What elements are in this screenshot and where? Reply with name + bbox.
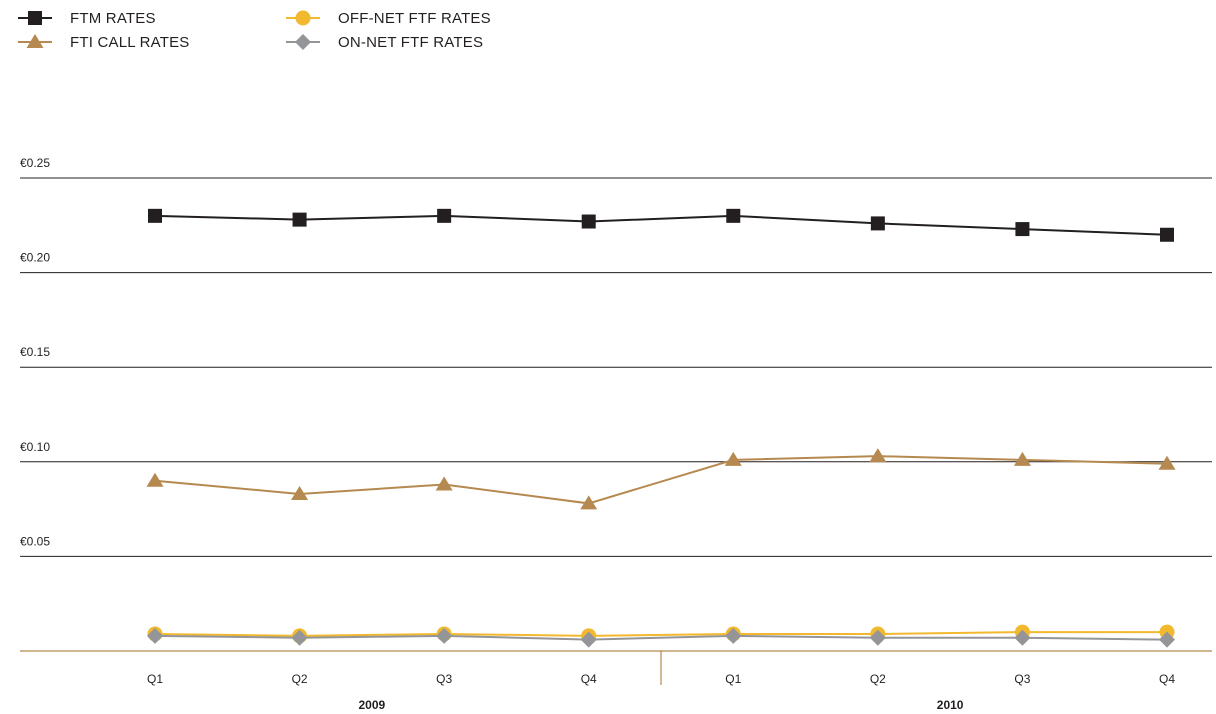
y-tick-label: €0.15 [20, 345, 50, 359]
data-point [581, 214, 596, 229]
legend-marker [295, 10, 311, 26]
x-tick-label: Q4 [581, 672, 597, 686]
legend-label: FTI CALL RATES [70, 34, 190, 51]
data-point [291, 629, 308, 646]
data-point [1158, 455, 1176, 470]
grid-lines [20, 177, 1212, 557]
series-line [154, 631, 1167, 637]
legend-label: FTM RATES [70, 10, 156, 27]
data-point [1014, 629, 1031, 646]
data-point [869, 448, 887, 463]
data-point [1160, 227, 1174, 242]
year-label: 2009 [359, 698, 386, 712]
legend-item: OFF-NET FTF RATES [286, 10, 491, 27]
series-line [154, 214, 1168, 236]
data-point [437, 208, 452, 223]
legend-item: FTM RATES [18, 10, 156, 27]
y-tick-label: €0.25 [20, 156, 50, 170]
x-tick-label: Q1 [147, 672, 163, 686]
data-point [869, 629, 886, 646]
data-point [146, 472, 164, 487]
y-tick-label: €0.05 [20, 534, 50, 548]
data-point [147, 627, 163, 644]
data-point [1159, 631, 1175, 648]
year-label: 2010 [937, 698, 964, 712]
legend-label: OFF-NET FTF RATES [338, 10, 491, 27]
legend-marker [295, 34, 311, 50]
series-fti-call-rates [146, 448, 1176, 510]
x-tick-label: Q3 [1014, 672, 1030, 686]
series-line [154, 634, 1168, 641]
series-on-net-ftf-rates [147, 627, 1175, 648]
y-tick-label: €0.10 [20, 440, 50, 454]
x-tick-label: Q4 [1159, 672, 1175, 686]
y-axis-tick-labels: €0.25 €0.20 €0.15 €0.10 €0.05 [20, 156, 50, 548]
legend-label: ON-NET FTF RATES [338, 34, 483, 51]
data-point [1015, 222, 1030, 237]
data-point [580, 495, 598, 510]
series-group [146, 208, 1176, 648]
data-point [292, 212, 307, 227]
data-point [726, 208, 741, 223]
data-point [725, 627, 742, 644]
legend-item: ON-NET FTF RATES [286, 34, 483, 51]
data-point [435, 476, 453, 491]
legend-item: FTI CALL RATES [18, 34, 190, 51]
series-ftm-rates [148, 208, 1174, 242]
series-line [154, 455, 1168, 505]
data-point [870, 216, 885, 231]
x-tick-label: Q3 [436, 672, 452, 686]
data-point [580, 631, 597, 648]
data-point [436, 627, 453, 644]
x-axis: Q1 Q2 Q3 Q4 Q1 Q2 Q3 Q4 2009 2010 [20, 650, 1212, 712]
legend-marker [26, 34, 44, 48]
data-point [724, 451, 742, 466]
y-tick-label: €0.20 [20, 251, 50, 265]
data-point [1013, 451, 1031, 466]
x-tick-label: Q2 [870, 672, 886, 686]
legend-marker [28, 11, 42, 25]
data-point [291, 485, 309, 500]
data-point [148, 208, 162, 223]
x-tick-label: Q2 [292, 672, 308, 686]
x-tick-label: Q1 [725, 672, 741, 686]
legend: FTM RATES FTI CALL RATES OFF-NET FTF RATES… [18, 10, 491, 51]
